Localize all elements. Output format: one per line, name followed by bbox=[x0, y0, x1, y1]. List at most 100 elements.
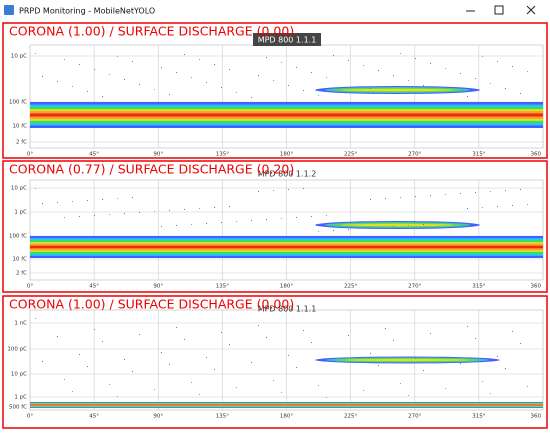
noise-dot bbox=[281, 392, 282, 393]
x-tick-label: 180° bbox=[280, 284, 293, 290]
x-tick-label: 90° bbox=[153, 284, 163, 290]
noise-dot bbox=[333, 230, 334, 231]
noise-dot bbox=[445, 194, 446, 195]
x-tick-label: 45° bbox=[89, 414, 99, 420]
y-tick-label: 100 pC bbox=[7, 347, 27, 353]
noise-dot bbox=[109, 384, 110, 385]
x-tick-label: 270° bbox=[408, 414, 421, 420]
noise-dot bbox=[482, 207, 483, 208]
noise-dot bbox=[363, 65, 364, 66]
noise-dot bbox=[169, 94, 170, 95]
noise-dot bbox=[154, 89, 155, 90]
noise-dot bbox=[161, 352, 162, 353]
x-tick-label: 315° bbox=[472, 152, 485, 158]
noise-dot bbox=[296, 217, 297, 218]
noise-dot bbox=[311, 72, 312, 73]
noise-dot bbox=[176, 225, 177, 226]
noise-dot bbox=[199, 394, 200, 395]
noise-dot bbox=[72, 391, 73, 392]
device-tag-bg bbox=[253, 33, 321, 46]
noise-dot bbox=[273, 190, 274, 191]
y-tick-label: 2 fC bbox=[16, 271, 27, 277]
noise-dot bbox=[512, 205, 513, 206]
noise-dot bbox=[415, 58, 416, 59]
noise-dot bbox=[229, 206, 230, 207]
x-tick-label: 0° bbox=[27, 152, 33, 158]
noise-dot bbox=[415, 358, 416, 359]
noise-dot bbox=[102, 341, 103, 342]
noise-dot bbox=[154, 211, 155, 212]
noise-dot bbox=[266, 57, 267, 58]
noise-dot bbox=[124, 359, 125, 360]
density-cluster bbox=[344, 358, 471, 362]
window-title: PRPD Monitoring - MobileNetYOLO bbox=[19, 7, 155, 16]
noise-dot bbox=[184, 209, 185, 210]
noise-dot bbox=[423, 370, 424, 371]
noise-dot bbox=[214, 369, 215, 370]
noise-dot bbox=[57, 202, 58, 203]
noise-dot bbox=[221, 222, 222, 223]
x-tick-label: 0° bbox=[27, 284, 33, 290]
noise-dot bbox=[408, 80, 409, 81]
device-label: MPD 800 1.1.2 bbox=[258, 170, 317, 179]
noise-dot bbox=[415, 196, 416, 197]
noise-dot bbox=[124, 79, 125, 80]
noise-dot bbox=[109, 74, 110, 75]
noise-dot bbox=[214, 207, 215, 208]
device-label: MPD 800 1.1.1 bbox=[258, 36, 317, 45]
noise-dot bbox=[393, 226, 394, 227]
noise-dot bbox=[400, 197, 401, 198]
noise-dot bbox=[221, 87, 222, 88]
title-bar bbox=[0, 0, 550, 21]
noise-dot bbox=[132, 371, 133, 372]
noise-dot bbox=[94, 329, 95, 330]
maximize-button[interactable] bbox=[486, 2, 512, 19]
noise-dot bbox=[475, 192, 476, 193]
noise-dot bbox=[363, 228, 364, 229]
panel-frame bbox=[2, 22, 548, 159]
x-tick-label: 315° bbox=[472, 284, 485, 290]
x-tick-label: 90° bbox=[153, 414, 163, 420]
noise-dot bbox=[79, 354, 80, 355]
noise-dot bbox=[139, 334, 140, 335]
noise-dot bbox=[288, 355, 289, 356]
noise-dot bbox=[42, 76, 43, 77]
noise-dot bbox=[467, 326, 468, 327]
noise-dot bbox=[79, 64, 80, 65]
noise-dot bbox=[236, 221, 237, 222]
noise-dot bbox=[176, 72, 177, 73]
noise-dot bbox=[199, 208, 200, 209]
noise-dot bbox=[385, 198, 386, 199]
noise-dot bbox=[64, 379, 65, 380]
noise-dot bbox=[348, 335, 349, 336]
noise-dot bbox=[490, 191, 491, 192]
noise-dot bbox=[303, 330, 304, 331]
prpd-panel: 0° 45° 90° 135° 180° 225° 270° 315° 360 1 nC 100 p… bbox=[2, 295, 548, 429]
noise-dot bbox=[326, 397, 327, 398]
close-button[interactable] bbox=[516, 2, 546, 19]
noise-dot bbox=[169, 364, 170, 365]
noise-dot bbox=[206, 357, 207, 358]
noise-dot bbox=[258, 325, 259, 326]
noise-dot bbox=[370, 199, 371, 200]
noise-dot bbox=[326, 215, 327, 216]
noise-dot bbox=[505, 368, 506, 369]
x-tick-label: 225° bbox=[344, 152, 357, 158]
noise-dot bbox=[303, 90, 304, 91]
noise-dot bbox=[520, 93, 521, 94]
noise-dot bbox=[505, 190, 506, 191]
noise-dot bbox=[251, 97, 252, 98]
noise-dot bbox=[154, 389, 155, 390]
noise-dot bbox=[102, 199, 103, 200]
minimize-button[interactable] bbox=[458, 2, 484, 19]
noise-dot bbox=[251, 220, 252, 221]
noise-dot bbox=[467, 96, 468, 97]
y-tick-label: 1 pC bbox=[14, 395, 27, 401]
noise-dot bbox=[378, 70, 379, 71]
noise-dot bbox=[64, 59, 65, 60]
noise-dot bbox=[206, 223, 207, 224]
noise-dot bbox=[520, 189, 521, 190]
noise-dot bbox=[430, 63, 431, 64]
noise-dot bbox=[109, 214, 110, 215]
y-tick-label: 10 pC bbox=[11, 54, 27, 60]
